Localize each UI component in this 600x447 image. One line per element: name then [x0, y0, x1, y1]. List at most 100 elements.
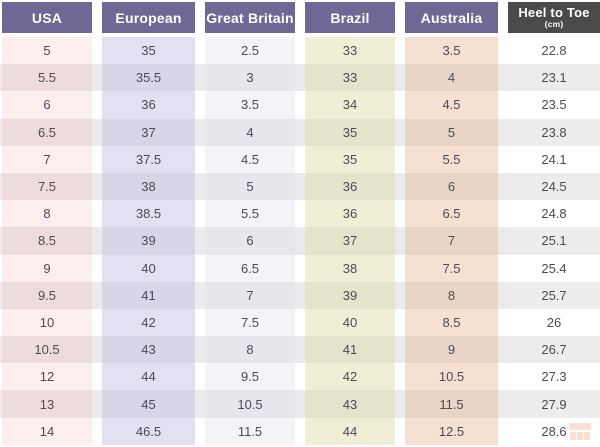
cell-australia: 4.5	[405, 91, 498, 119]
cell-heel-to-toe: 24.8	[508, 200, 600, 228]
table-row: 10 42 7.5 40 8.5 26	[0, 308, 600, 337]
cell-european: 38	[102, 172, 195, 201]
cell-usa: 7.5	[2, 172, 92, 201]
cell-brazil: 37	[305, 227, 395, 255]
table-row: 5 35 2.5 33 3.5 22.8	[0, 37, 600, 65]
cell-brazil: 43	[305, 390, 395, 418]
cell-great-britain: 3.5	[205, 91, 295, 119]
cell-australia: 8	[405, 281, 498, 309]
cell-usa: 9.5	[2, 281, 92, 309]
table-header: USA European Great Britain Brazil Austra…	[0, 2, 600, 33]
table-row: 6.5 37 4 35 5 23.8	[0, 118, 600, 146]
cell-heel-to-toe: 23.5	[508, 91, 600, 119]
cell-great-britain: 7.5	[205, 308, 295, 337]
cell-brazil: 40	[305, 308, 395, 337]
cell-european: 46.5	[102, 417, 195, 445]
cell-australia: 9	[405, 336, 498, 364]
heel-to-toe-title: Heel to Toe	[518, 4, 590, 20]
cell-great-britain: 2.5	[205, 37, 295, 65]
cell-australia: 3.5	[405, 37, 498, 65]
header-heel-to-toe: Heel to Toe (cm)	[508, 2, 600, 33]
cell-great-britain: 8	[205, 336, 295, 364]
cell-european: 42	[102, 308, 195, 337]
cell-usa: 10.5	[2, 336, 92, 364]
cell-brazil: 34	[305, 91, 395, 119]
cell-heel-to-toe: 26.7	[508, 336, 600, 364]
cell-usa: 8	[2, 200, 92, 228]
cell-australia: 6	[405, 172, 498, 201]
cell-great-britain: 4.5	[205, 145, 295, 173]
cell-european: 39	[102, 227, 195, 255]
table-row: 10.5 43 8 41 9 26.7	[0, 336, 600, 364]
cell-great-britain: 6.5	[205, 254, 295, 282]
heel-to-toe-unit: (cm)	[544, 19, 564, 30]
table-row: 8.5 39 6 37 7 25.1	[0, 227, 600, 255]
cell-great-britain: 7	[205, 281, 295, 309]
cell-european: 35	[102, 37, 195, 65]
cell-heel-to-toe: 25.4	[508, 254, 600, 282]
cell-australia: 11.5	[405, 390, 498, 418]
cell-european: 41	[102, 281, 195, 309]
table-row: 7.5 38 5 36 6 24.5	[0, 172, 600, 201]
header-european: European	[102, 2, 195, 33]
cell-european: 37.5	[102, 145, 195, 173]
table-row: 9 40 6.5 38 7.5 25.4	[0, 254, 600, 282]
cell-heel-to-toe: 27.9	[508, 390, 600, 418]
cell-usa: 12	[2, 363, 92, 391]
cell-heel-to-toe: 25.1	[508, 227, 600, 255]
cell-australia: 5.5	[405, 145, 498, 173]
cell-australia: 5	[405, 118, 498, 146]
cell-australia: 8.5	[405, 308, 498, 337]
cell-brazil: 35	[305, 145, 395, 173]
table-row: 14 46.5 11.5 44 12.5 28.6	[0, 417, 600, 445]
cell-great-britain: 10.5	[205, 390, 295, 418]
cell-great-britain: 9.5	[205, 363, 295, 391]
cell-great-britain: 3	[205, 64, 295, 92]
table-body: 5 35 2.5 33 3.5 22.8 5.5 35.5 3 33 4 23.…	[0, 37, 600, 445]
cell-australia: 7.5	[405, 254, 498, 282]
cell-heel-to-toe: 22.8	[508, 37, 600, 65]
header-australia: Australia	[405, 2, 498, 33]
cell-brazil: 33	[305, 37, 395, 65]
table-row: 7 37.5 4.5 35 5.5 24.1	[0, 145, 600, 173]
header-great-britain: Great Britain	[205, 2, 295, 33]
cell-european: 40	[102, 254, 195, 282]
cell-great-britain: 5	[205, 172, 295, 201]
cell-usa: 10	[2, 308, 92, 337]
cell-heel-to-toe: 25.7	[508, 281, 600, 309]
cell-european: 36	[102, 91, 195, 119]
header-usa: USA	[2, 2, 92, 33]
cell-brazil: 36	[305, 200, 395, 228]
table-row: 6 36 3.5 34 4.5 23.5	[0, 91, 600, 119]
cell-great-britain: 6	[205, 227, 295, 255]
cell-european: 37	[102, 118, 195, 146]
cell-european: 44	[102, 363, 195, 391]
cell-usa: 13	[2, 390, 92, 418]
cell-australia: 4	[405, 64, 498, 92]
cell-european: 45	[102, 390, 195, 418]
cell-brazil: 36	[305, 172, 395, 201]
cell-brazil: 38	[305, 254, 395, 282]
cell-usa: 6.5	[2, 118, 92, 146]
cell-brazil: 35	[305, 118, 395, 146]
cell-australia: 12.5	[405, 417, 498, 445]
cell-usa: 9	[2, 254, 92, 282]
cell-great-britain: 5.5	[205, 200, 295, 228]
cell-brazil: 39	[305, 281, 395, 309]
cell-heel-to-toe: 23.8	[508, 118, 600, 146]
cell-heel-to-toe: 24.5	[508, 172, 600, 201]
cell-brazil: 44	[305, 417, 395, 445]
cell-heel-to-toe: 24.1	[508, 145, 600, 173]
table-row: 8 38.5 5.5 36 6.5 24.8	[0, 200, 600, 228]
cell-usa: 5.5	[2, 64, 92, 92]
cell-usa: 6	[2, 91, 92, 119]
cell-great-britain: 11.5	[205, 417, 295, 445]
cell-european: 43	[102, 336, 195, 364]
cell-usa: 5	[2, 37, 92, 65]
cell-usa: 8.5	[2, 227, 92, 255]
cell-brazil: 41	[305, 336, 395, 364]
table-row: 12 44 9.5 42 10.5 27.3	[0, 363, 600, 391]
cell-heel-to-toe: 23.1	[508, 64, 600, 92]
cell-australia: 7	[405, 227, 498, 255]
